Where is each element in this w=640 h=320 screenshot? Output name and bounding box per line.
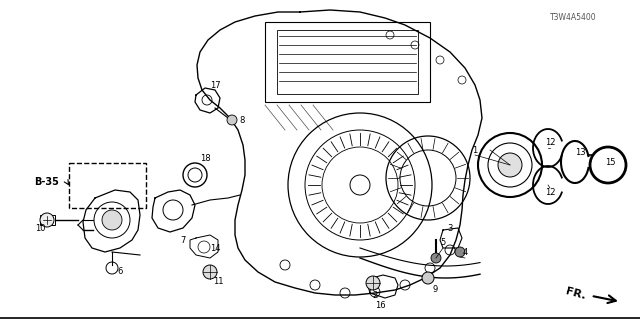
Text: 2: 2	[372, 291, 378, 300]
Text: 7: 7	[180, 236, 186, 244]
Circle shape	[498, 153, 522, 177]
Text: 15: 15	[605, 157, 615, 166]
Text: FR.: FR.	[564, 286, 587, 301]
Text: 18: 18	[200, 154, 211, 163]
Text: B-35: B-35	[35, 177, 59, 187]
Text: 12: 12	[545, 138, 556, 147]
Bar	[277, 30, 418, 94]
Text: 9: 9	[433, 285, 438, 294]
Circle shape	[350, 175, 370, 195]
Text: 12: 12	[545, 188, 556, 196]
Text: 1: 1	[472, 146, 477, 155]
Text: 3: 3	[447, 223, 452, 233]
Circle shape	[366, 276, 380, 290]
Circle shape	[455, 247, 465, 257]
Text: 5: 5	[440, 237, 445, 246]
Text: 6: 6	[117, 268, 123, 276]
Bar	[69, 163, 146, 208]
Circle shape	[102, 210, 122, 230]
Text: 16: 16	[374, 300, 385, 309]
Text: 11: 11	[212, 277, 223, 286]
Text: 13: 13	[575, 148, 586, 156]
Circle shape	[203, 265, 217, 279]
Bar	[40, 215, 55, 225]
Text: 8: 8	[239, 116, 244, 124]
Circle shape	[40, 213, 54, 227]
Circle shape	[227, 115, 237, 125]
Text: 14: 14	[210, 244, 220, 252]
Text: 10: 10	[35, 223, 45, 233]
Text: 4: 4	[462, 247, 468, 257]
Text: T3W4A5400: T3W4A5400	[550, 13, 596, 22]
Bar	[265, 22, 430, 102]
Circle shape	[431, 253, 441, 263]
Text: 17: 17	[210, 81, 220, 90]
Circle shape	[422, 272, 434, 284]
